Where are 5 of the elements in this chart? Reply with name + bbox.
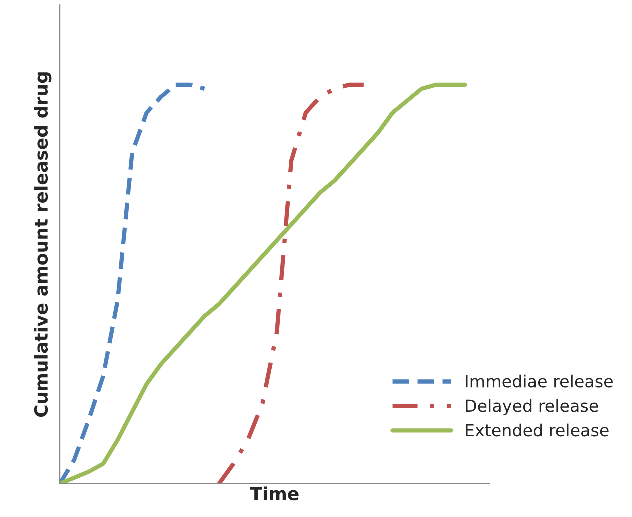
y-axis-title: Cumulative amount released drug (34, 72, 52, 418)
legend-label: Delayed release (466, 399, 598, 416)
legend-label: Extended release (466, 424, 609, 437)
x-axis-title: Time (250, 486, 299, 501)
legend-label: Immediae release (466, 374, 613, 388)
